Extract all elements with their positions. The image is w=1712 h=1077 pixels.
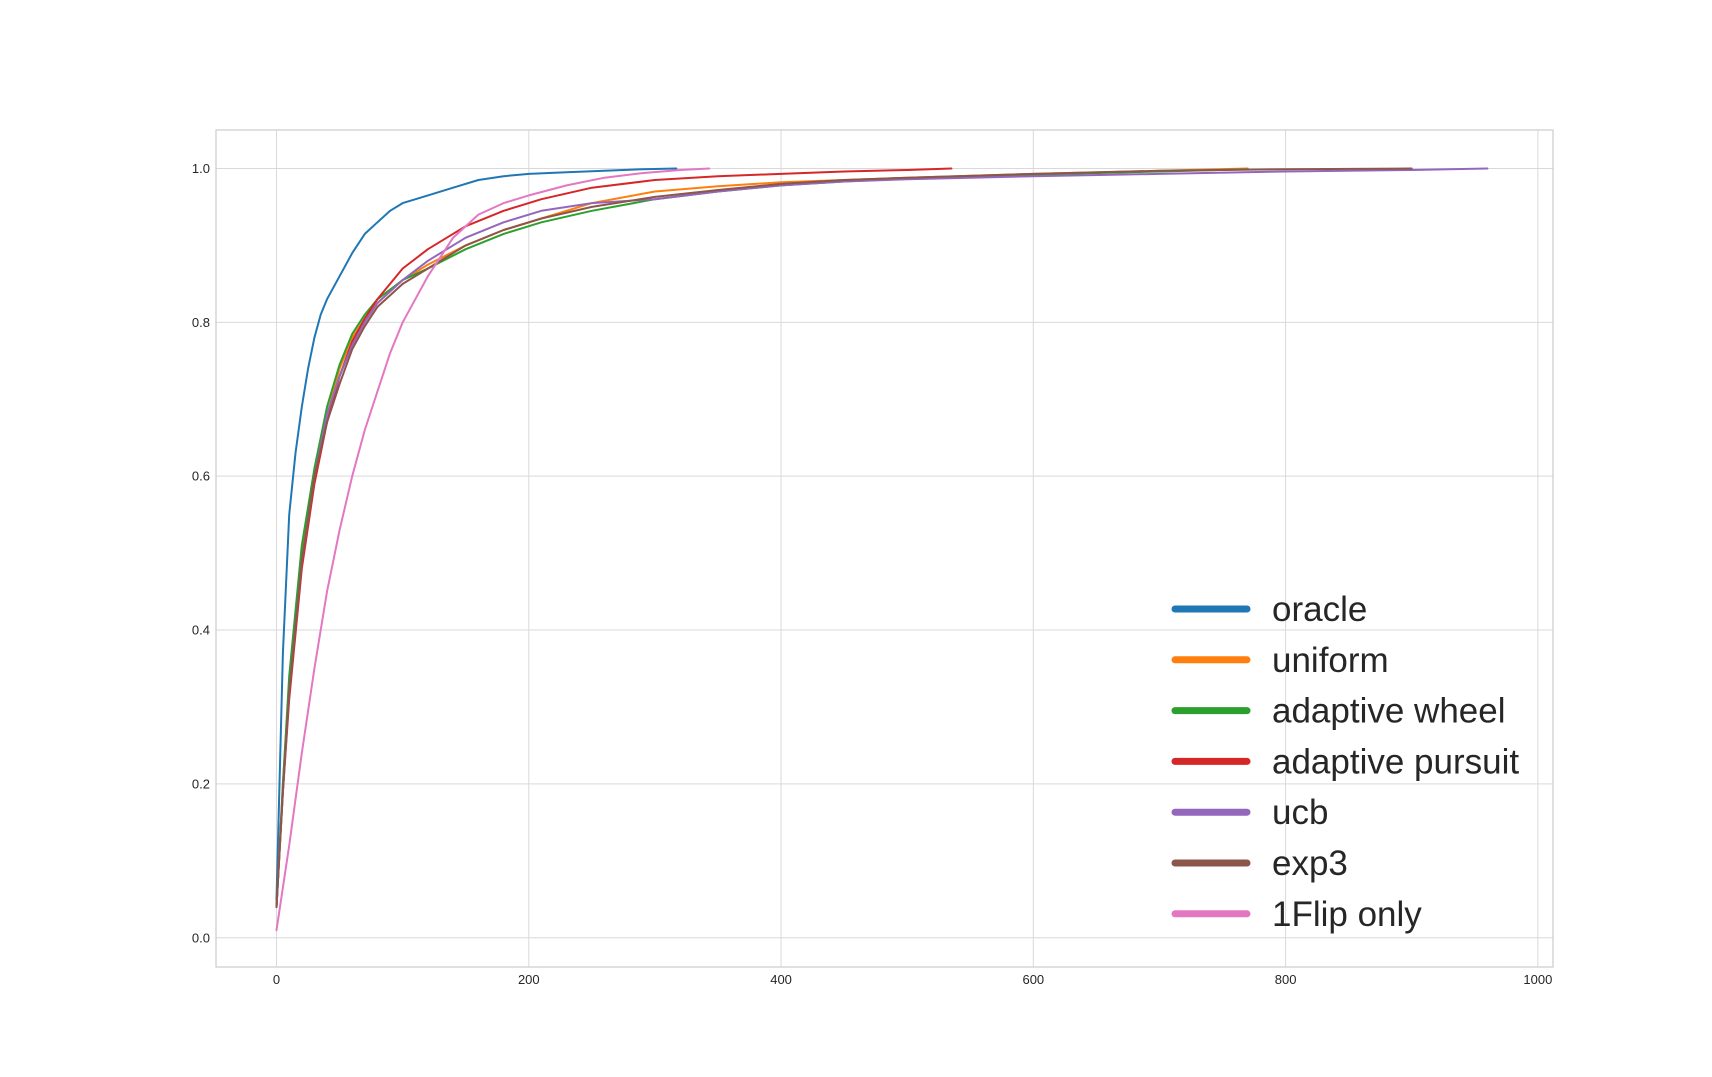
series-line-oracle (275, 167, 678, 901)
x-tick-label: 400 (770, 972, 792, 987)
series-line-1flip-only (275, 167, 711, 932)
x-tick-label: 600 (1022, 972, 1044, 987)
y-tick-label: 1.0 (192, 161, 210, 176)
x-tick-label: 0 (273, 972, 280, 987)
y-tick-label: 0.4 (192, 623, 210, 638)
series-lines (275, 167, 1489, 932)
legend-label-exp3: exp3 (1272, 844, 1348, 883)
x-tick-label: 200 (518, 972, 540, 987)
legend-label-adaptive-wheel: adaptive wheel (1272, 692, 1506, 731)
y-tick-label: 0.0 (192, 930, 210, 945)
grid-layer (216, 130, 1553, 967)
legend-label-uniform: uniform (1272, 641, 1389, 680)
legend-label-oracle: oracle (1272, 590, 1367, 629)
x-tick-label: 800 (1275, 972, 1297, 987)
x-tick-label: 1000 (1523, 972, 1552, 987)
tick-labels: 0 200 400 600 800 1000 0.0 0.2 0.4 0.6 0.8 1.0 (192, 161, 1552, 987)
legend-label-adaptive-pursuit: adaptive pursuit (1272, 742, 1519, 781)
y-tick-label: 0.6 (192, 469, 210, 484)
series-line-exp3 (275, 167, 1413, 908)
y-tick-label: 0.2 (192, 776, 210, 791)
legend-label-1flip-only: 1Flip only (1272, 895, 1422, 934)
legend: oracle uniform adaptive wheel adaptive purs… (1171, 590, 1519, 934)
series-line-adaptive-pursuit (275, 167, 953, 908)
y-tick-label: 0.8 (192, 315, 210, 330)
plot-area-frame (215, 129, 1554, 968)
legend-label-ucb: ucb (1272, 793, 1328, 832)
